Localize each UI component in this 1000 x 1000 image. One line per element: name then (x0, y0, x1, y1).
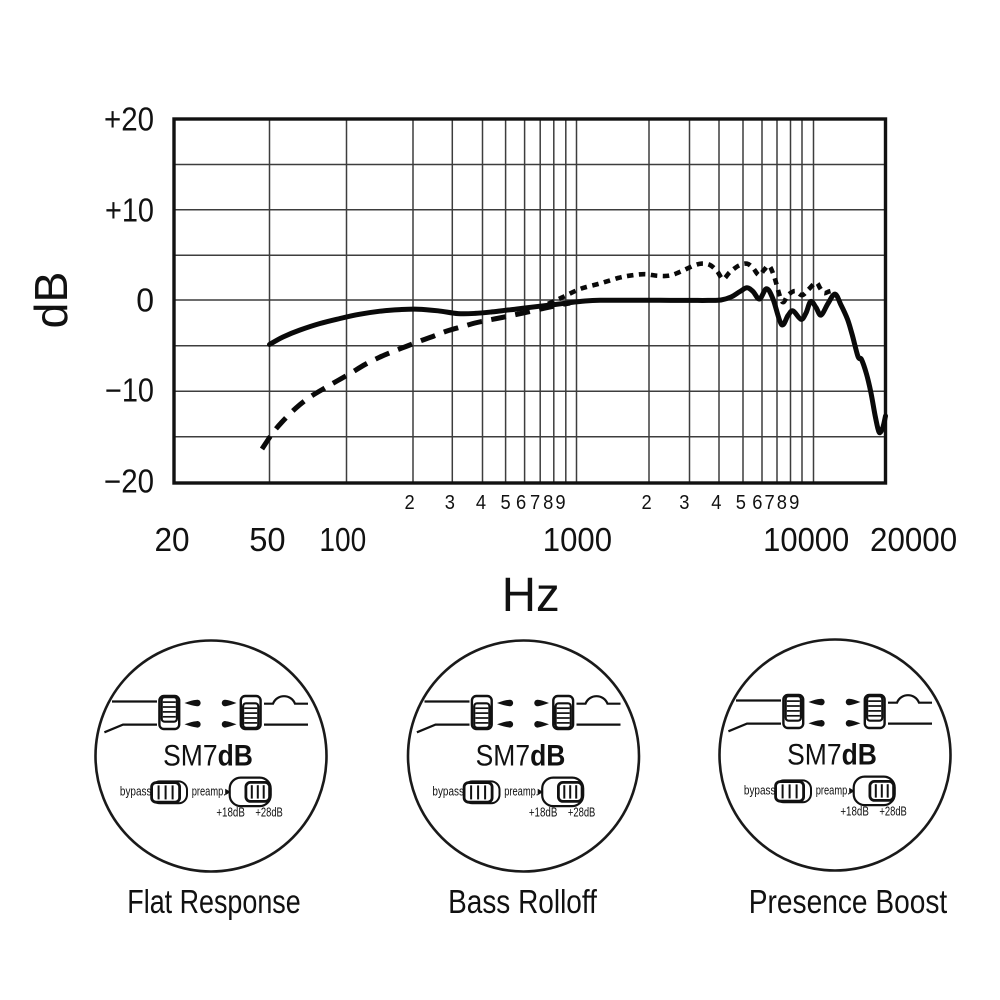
svg-text:6: 6 (752, 492, 762, 514)
svg-text:1000: 1000 (543, 521, 612, 558)
svg-text:Hz: Hz (502, 569, 560, 622)
svg-text:+20: +20 (104, 101, 154, 138)
svg-text:preamp.: preamp. (816, 782, 850, 797)
svg-text:Bass Rolloff: Bass Rolloff (448, 883, 597, 920)
svg-text:SM7dB: SM7dB (476, 740, 566, 773)
svg-text:SM7dB: SM7dB (787, 739, 877, 772)
svg-text:bypass: bypass (120, 783, 152, 798)
svg-text:2: 2 (405, 492, 415, 514)
svg-text:−10: −10 (105, 372, 154, 409)
svg-text:6: 6 (516, 492, 526, 514)
svg-text:5: 5 (501, 492, 511, 514)
svg-text:20000: 20000 (870, 521, 957, 558)
svg-text:7: 7 (765, 492, 775, 514)
svg-text:preamp.: preamp. (504, 783, 538, 798)
svg-text:9: 9 (789, 492, 799, 514)
svg-text:+28dB: +28dB (255, 806, 283, 820)
svg-text:50: 50 (249, 521, 285, 558)
svg-text:+18dB: +18dB (216, 806, 245, 820)
svg-text:9: 9 (555, 492, 565, 514)
svg-text:0: 0 (136, 282, 154, 319)
svg-text:8: 8 (777, 492, 787, 514)
svg-text:3: 3 (445, 492, 455, 514)
svg-text:+18dB: +18dB (529, 806, 558, 820)
svg-text:10000: 10000 (763, 521, 849, 558)
svg-text:SM7dB: SM7dB (163, 740, 253, 773)
svg-text:2: 2 (642, 492, 652, 514)
svg-text:3: 3 (679, 492, 689, 514)
svg-text:dB: dB (25, 272, 77, 329)
svg-text:Presence Boost: Presence Boost (749, 883, 947, 920)
svg-text:+10: +10 (105, 191, 154, 228)
svg-text:−20: −20 (104, 463, 154, 500)
svg-text:7: 7 (530, 492, 540, 514)
svg-text:100: 100 (319, 521, 366, 558)
svg-text:4: 4 (711, 492, 721, 514)
svg-text:20: 20 (154, 521, 189, 558)
svg-text:+28dB: +28dB (568, 806, 596, 820)
svg-text:4: 4 (476, 492, 486, 514)
svg-text:+18dB: +18dB (840, 805, 869, 819)
svg-text:8: 8 (543, 492, 553, 514)
svg-text:bypass: bypass (432, 783, 464, 798)
svg-text:5: 5 (736, 492, 746, 514)
svg-text:preamp.: preamp. (192, 783, 226, 798)
svg-text:Flat Response: Flat Response (127, 883, 300, 920)
svg-text:+28dB: +28dB (879, 805, 907, 819)
svg-text:bypass: bypass (744, 782, 776, 797)
